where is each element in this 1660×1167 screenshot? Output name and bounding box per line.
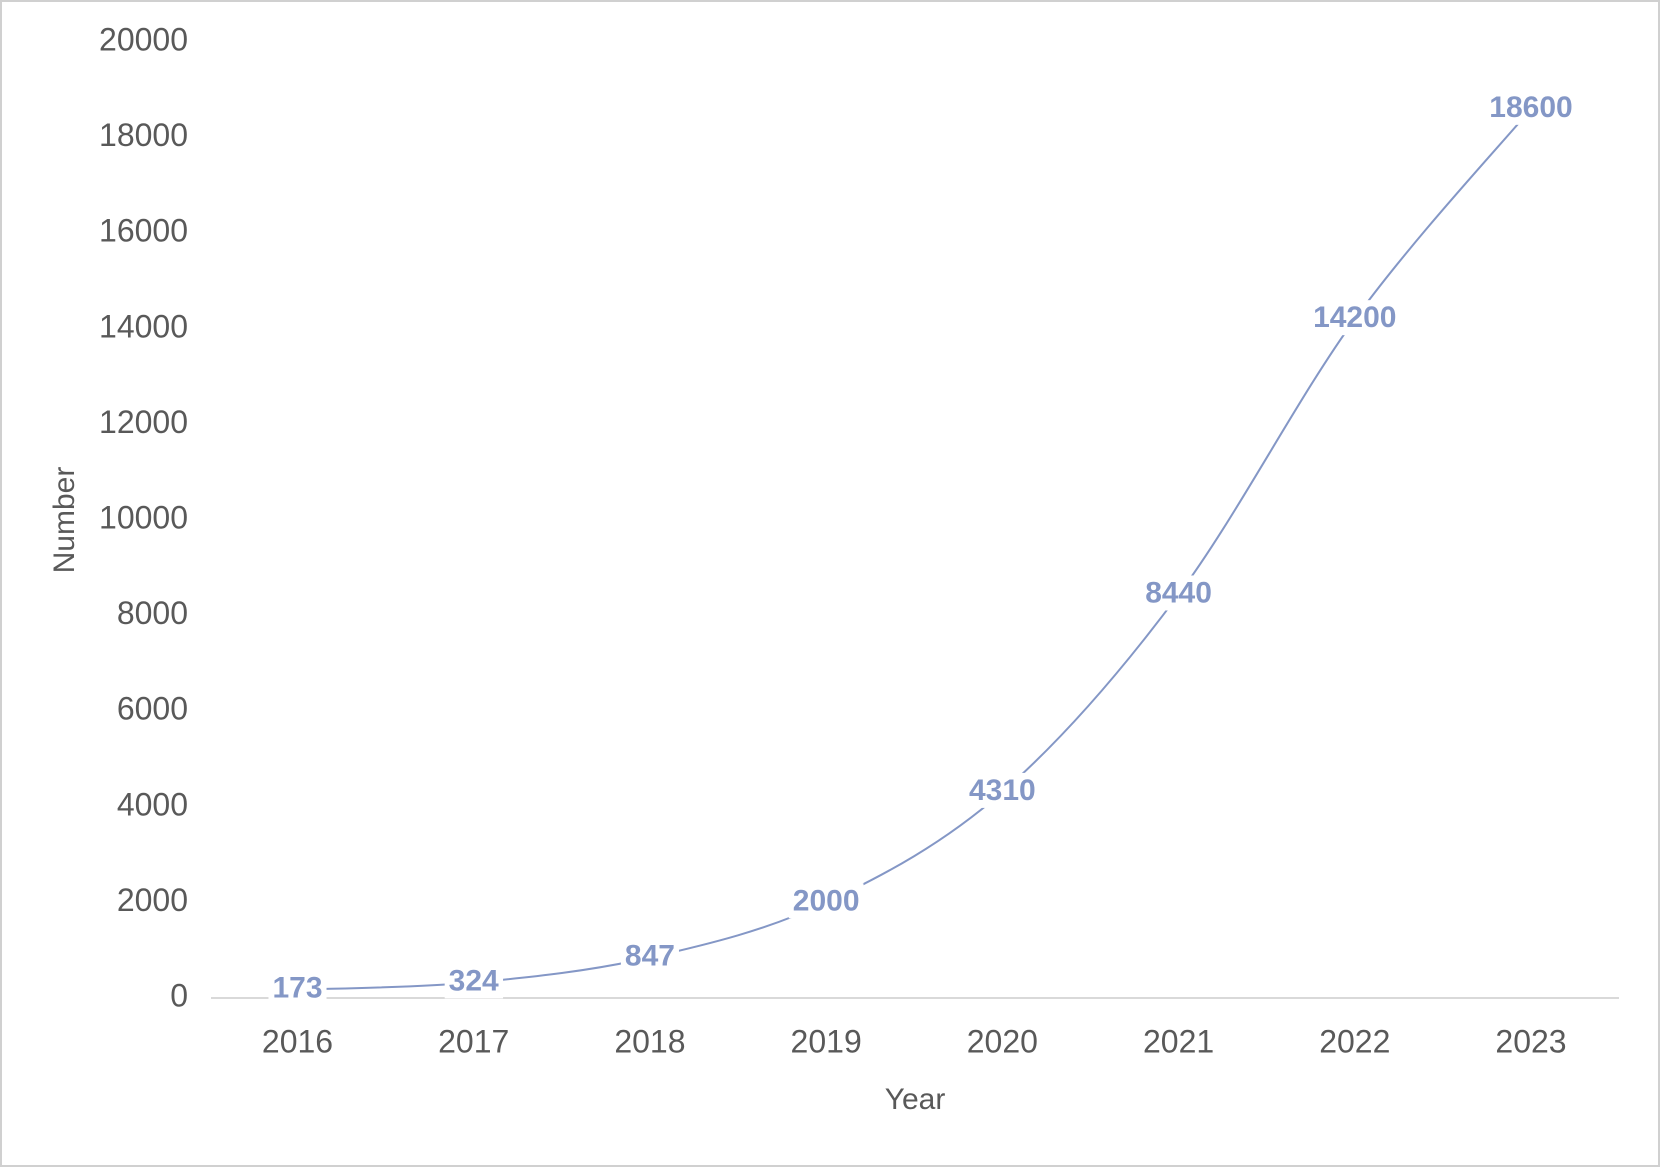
- data-label: 173: [272, 972, 322, 1005]
- y-tick-label: 10000: [99, 499, 188, 535]
- data-label-background: [268, 970, 327, 1006]
- y-tick-label: 20000: [99, 21, 188, 57]
- x-tick-label: 2016: [262, 1023, 333, 1059]
- x-tick-label: 2018: [614, 1023, 685, 1059]
- y-tick-label: 12000: [99, 404, 188, 440]
- data-label-background: [964, 772, 1040, 808]
- y-tick-label: 14000: [99, 308, 188, 344]
- x-tick-label: 2022: [1319, 1023, 1390, 1059]
- data-label: 18600: [1489, 91, 1572, 124]
- x-tick-label: 2020: [967, 1023, 1038, 1059]
- data-label: 324: [449, 964, 499, 997]
- y-axis-label: Number: [48, 467, 81, 574]
- x-tick-label: 2017: [438, 1023, 509, 1059]
- y-tick-label: 4000: [117, 786, 188, 822]
- data-label-background: [444, 963, 504, 999]
- x-axis-label: Year: [885, 1083, 946, 1116]
- y-tick-label: 8000: [117, 595, 188, 631]
- data-label-background: [1141, 575, 1216, 611]
- y-tick-label: 18000: [99, 117, 188, 153]
- data-label: 4310: [969, 774, 1036, 807]
- y-tick-label: 0: [170, 977, 188, 1013]
- data-label-background: [620, 938, 679, 974]
- data-label: 8440: [1145, 576, 1212, 609]
- y-tick-label: 6000: [117, 691, 188, 727]
- data-label: 14200: [1313, 301, 1396, 334]
- x-tick-label: 2021: [1143, 1023, 1214, 1059]
- data-label-background: [1485, 89, 1577, 125]
- data-label-background: [788, 883, 864, 919]
- y-tick-label: 16000: [99, 213, 188, 249]
- data-label-background: [1309, 300, 1401, 336]
- x-tick-label: 2019: [791, 1023, 862, 1059]
- y-tick-label: 2000: [117, 882, 188, 918]
- data-label: 847: [625, 939, 675, 972]
- x-tick-label: 2023: [1495, 1023, 1566, 1059]
- data-label: 2000: [793, 884, 860, 917]
